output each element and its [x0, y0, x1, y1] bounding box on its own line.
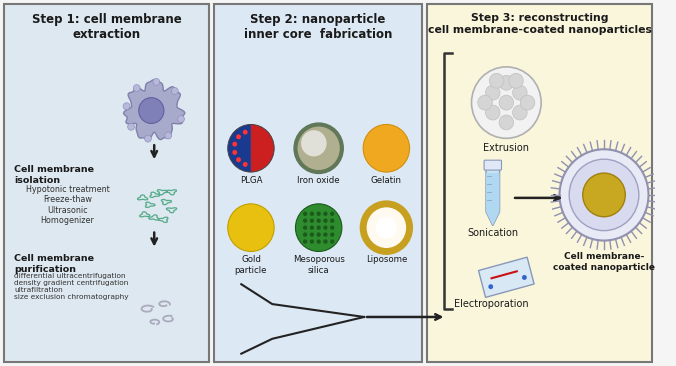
Text: Liposome: Liposome	[366, 255, 407, 265]
FancyBboxPatch shape	[4, 4, 210, 362]
Circle shape	[310, 232, 314, 237]
Circle shape	[485, 85, 500, 100]
Circle shape	[522, 275, 527, 280]
Circle shape	[233, 150, 237, 155]
Text: Step 3: reconstructing
cell membrane-coated nanoparticles: Step 3: reconstructing cell membrane-coa…	[428, 13, 652, 35]
Text: Cell membrane-
coated nanoparticle: Cell membrane- coated nanoparticle	[553, 253, 655, 272]
Circle shape	[316, 225, 321, 230]
Polygon shape	[479, 257, 534, 298]
Circle shape	[295, 204, 342, 251]
FancyBboxPatch shape	[214, 4, 422, 362]
Circle shape	[316, 219, 321, 223]
Text: Step 2: nanoparticle
inner core  fabrication: Step 2: nanoparticle inner core fabricat…	[244, 13, 392, 41]
Circle shape	[499, 95, 514, 110]
Circle shape	[489, 73, 504, 88]
Text: Gold
particle: Gold particle	[235, 255, 267, 275]
Text: Iron oxide: Iron oxide	[297, 176, 340, 185]
Circle shape	[123, 103, 130, 110]
Circle shape	[569, 159, 639, 231]
Circle shape	[363, 204, 410, 251]
Circle shape	[509, 73, 523, 88]
Text: Cell membrane
purification: Cell membrane purification	[14, 254, 94, 274]
Circle shape	[139, 98, 164, 123]
Circle shape	[521, 95, 535, 110]
Circle shape	[172, 87, 178, 94]
Text: Hypotonic treatment
Freeze-thaw
Ultrasonic
Homogenizer: Hypotonic treatment Freeze-thaw Ultrason…	[26, 185, 110, 225]
Circle shape	[323, 219, 328, 223]
Text: Sonication: Sonication	[467, 228, 518, 238]
Circle shape	[310, 239, 314, 244]
Circle shape	[512, 85, 527, 100]
Circle shape	[243, 162, 247, 167]
Circle shape	[301, 130, 327, 156]
Circle shape	[233, 142, 237, 147]
Circle shape	[471, 67, 541, 138]
Text: Step 1: cell membrane
extraction: Step 1: cell membrane extraction	[32, 13, 182, 41]
Circle shape	[330, 239, 335, 244]
Circle shape	[583, 173, 625, 217]
Circle shape	[363, 124, 410, 172]
Circle shape	[165, 132, 172, 139]
Circle shape	[478, 95, 492, 110]
Circle shape	[310, 212, 314, 216]
Circle shape	[236, 157, 241, 162]
Text: Cell membrane
isolation: Cell membrane isolation	[14, 165, 94, 184]
Circle shape	[178, 116, 185, 123]
Circle shape	[133, 85, 140, 92]
Circle shape	[236, 134, 241, 139]
Circle shape	[330, 212, 335, 216]
Circle shape	[323, 225, 328, 230]
Circle shape	[323, 212, 328, 216]
Circle shape	[488, 284, 493, 289]
Circle shape	[499, 115, 514, 130]
Circle shape	[128, 123, 135, 130]
Wedge shape	[228, 124, 251, 172]
Circle shape	[145, 135, 151, 142]
Circle shape	[295, 124, 342, 172]
Circle shape	[376, 217, 397, 238]
Text: Electroporation: Electroporation	[454, 299, 529, 309]
Circle shape	[303, 239, 308, 244]
Circle shape	[316, 212, 321, 216]
Wedge shape	[251, 124, 274, 172]
Circle shape	[303, 232, 308, 237]
Polygon shape	[486, 168, 500, 226]
Circle shape	[323, 239, 328, 244]
Circle shape	[303, 219, 308, 223]
FancyBboxPatch shape	[427, 4, 652, 362]
Circle shape	[316, 239, 321, 244]
Circle shape	[485, 105, 500, 120]
Text: Extrusion: Extrusion	[483, 143, 529, 153]
Circle shape	[323, 232, 328, 237]
Polygon shape	[124, 79, 185, 139]
Polygon shape	[486, 173, 500, 226]
Circle shape	[499, 75, 514, 90]
Text: Mesoporous
silica: Mesoporous silica	[293, 255, 345, 275]
Circle shape	[316, 232, 321, 237]
FancyBboxPatch shape	[484, 160, 502, 170]
Circle shape	[303, 212, 308, 216]
Circle shape	[310, 225, 314, 230]
Text: Gelatin: Gelatin	[371, 176, 402, 185]
Circle shape	[330, 219, 335, 223]
Text: PLGA: PLGA	[240, 176, 262, 185]
Circle shape	[243, 130, 247, 135]
Circle shape	[560, 149, 648, 240]
Circle shape	[228, 204, 274, 251]
Circle shape	[303, 225, 308, 230]
Circle shape	[330, 225, 335, 230]
Circle shape	[330, 232, 335, 237]
Circle shape	[153, 78, 160, 85]
Text: differential ultracentrifugation
density gradient centrifugation
ultrafiltration: differential ultracentrifugation density…	[14, 273, 128, 300]
Circle shape	[512, 105, 527, 120]
Circle shape	[310, 219, 314, 223]
